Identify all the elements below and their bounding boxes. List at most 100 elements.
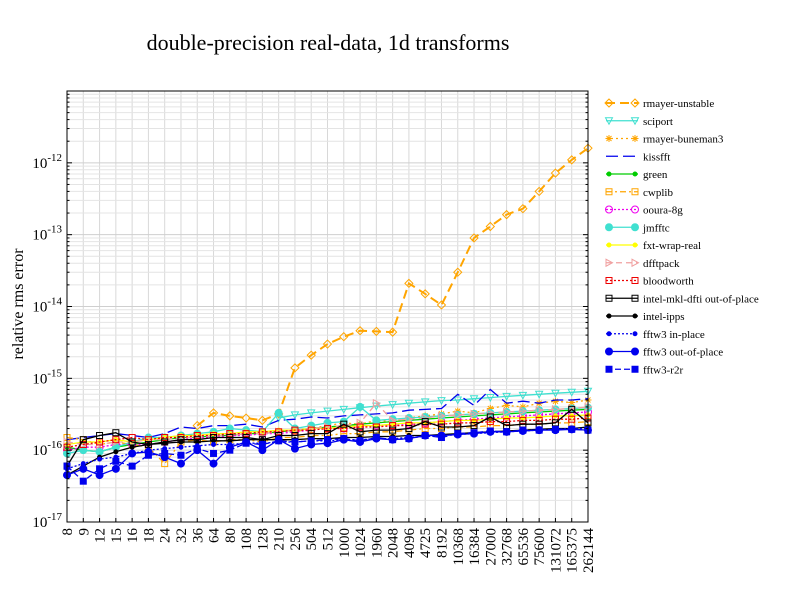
- data-point: [226, 446, 234, 454]
- legend-label: ooura-8g: [643, 205, 683, 217]
- y-tick-label: 10-15: [32, 367, 62, 387]
- data-point: [356, 418, 365, 428]
- data-point: [96, 465, 104, 473]
- data-point: [550, 168, 561, 178]
- data-point: [420, 398, 430, 407]
- legend-label: fxt-wrap-real: [643, 240, 701, 252]
- data-point: [372, 426, 380, 434]
- x-tick-label: 12: [93, 528, 109, 543]
- legend-item: fxt-wrap-real: [606, 240, 701, 252]
- data-point: [631, 294, 639, 302]
- data-point: [519, 403, 527, 411]
- data-point: [606, 313, 612, 319]
- legend-label: rmayer-buneman3: [643, 134, 724, 146]
- data-point: [291, 426, 299, 434]
- data-point: [503, 428, 511, 436]
- legend-item: fftw3 in-place: [606, 329, 705, 341]
- data-point: [605, 365, 613, 373]
- data-point: [469, 395, 479, 404]
- legend-label: bloodworth: [643, 276, 694, 288]
- series-layer: [63, 143, 593, 485]
- data-point: [145, 441, 151, 447]
- data-point: [503, 401, 511, 409]
- x-tick-label: 256: [288, 528, 304, 551]
- data-point: [486, 427, 494, 435]
- x-tick-label: 1000: [337, 528, 353, 558]
- series-fftw3-r2r: [63, 425, 592, 485]
- data-point: [290, 444, 299, 453]
- data-point: [421, 413, 430, 423]
- data-point: [128, 449, 137, 458]
- data-point: [405, 425, 413, 433]
- legend-label: cwplib: [643, 187, 673, 199]
- data-point: [356, 402, 365, 411]
- data-point: [372, 416, 381, 425]
- x-tick-label: 2048: [386, 528, 402, 558]
- data-point: [535, 416, 543, 424]
- data-point: [340, 435, 348, 443]
- data-point: [437, 423, 445, 431]
- data-point: [605, 277, 613, 284]
- data-point: [95, 471, 104, 480]
- legend-label: green: [643, 169, 668, 181]
- legend-label: dfftpack: [643, 258, 680, 270]
- legend-item: green: [606, 169, 668, 181]
- data-point: [371, 326, 382, 337]
- data-point: [469, 233, 479, 243]
- data-point: [79, 477, 87, 485]
- data-point: [470, 422, 478, 430]
- data-point: [535, 405, 544, 415]
- data-point: [387, 327, 398, 337]
- data-point: [339, 331, 349, 342]
- x-tick-label: 165375: [565, 528, 581, 573]
- data-point: [631, 188, 639, 196]
- data-point: [630, 98, 640, 108]
- data-point: [630, 117, 640, 126]
- data-point: [404, 278, 414, 289]
- data-point: [632, 313, 638, 319]
- data-point: [95, 447, 104, 456]
- data-point: [605, 258, 614, 268]
- series-line: [196, 147, 589, 427]
- data-point: [113, 449, 119, 455]
- series-line: [278, 390, 589, 419]
- legend-item: dfftpack: [605, 258, 680, 270]
- data-point: [225, 411, 235, 421]
- x-tick-label: 4725: [418, 528, 434, 558]
- data-point: [420, 289, 430, 299]
- data-point: [275, 437, 283, 445]
- data-point: [632, 171, 638, 177]
- x-tick-label: 4096: [402, 528, 418, 559]
- x-tick-label: 9: [76, 528, 92, 536]
- data-point: [421, 432, 429, 440]
- data-point: [226, 430, 234, 438]
- data-point: [518, 391, 528, 400]
- data-point: [520, 415, 526, 421]
- data-point: [306, 350, 316, 360]
- data-point: [389, 426, 397, 434]
- data-point: [161, 434, 169, 442]
- data-point: [486, 413, 494, 421]
- data-point: [177, 451, 185, 459]
- data-point: [503, 418, 511, 426]
- legend-item: fftw3-r2r: [605, 364, 683, 376]
- data-point: [535, 426, 543, 434]
- data-point: [291, 438, 299, 446]
- data-point: [486, 418, 494, 426]
- data-point: [128, 462, 136, 470]
- data-point: [551, 389, 560, 398]
- legend-label: rmayer-unstable: [643, 98, 714, 110]
- data-point: [631, 365, 639, 373]
- x-tick-label: 1960: [369, 528, 385, 558]
- data-point: [568, 415, 576, 423]
- chart-title: double-precision real-data, 1d transform…: [147, 30, 510, 55]
- y-tick-label: 10-16: [32, 439, 62, 459]
- data-point: [519, 426, 527, 434]
- data-point: [389, 422, 397, 430]
- data-point: [79, 436, 87, 444]
- x-tick-label: 108: [239, 528, 255, 551]
- data-point: [192, 420, 202, 431]
- data-point: [631, 223, 639, 232]
- data-point: [111, 464, 120, 473]
